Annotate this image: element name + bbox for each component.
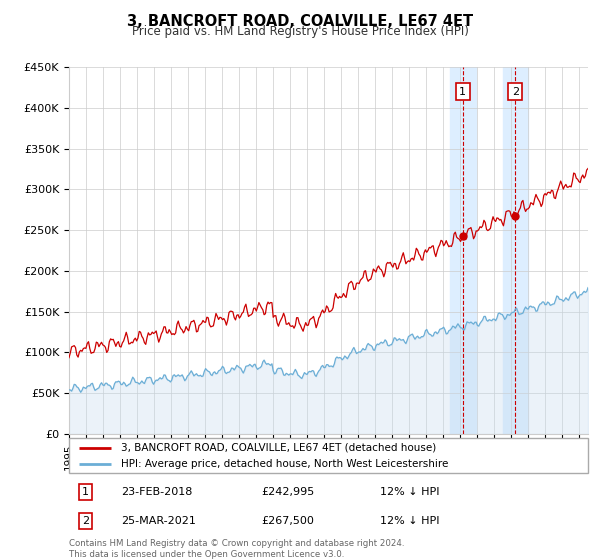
- Text: 1: 1: [82, 487, 89, 497]
- Text: 12% ↓ HPI: 12% ↓ HPI: [380, 516, 440, 526]
- Text: 3, BANCROFT ROAD, COALVILLE, LE67 4ET (detached house): 3, BANCROFT ROAD, COALVILLE, LE67 4ET (d…: [121, 443, 436, 453]
- Bar: [450, 67, 476, 434]
- FancyBboxPatch shape: [69, 438, 588, 473]
- Text: Price paid vs. HM Land Registry's House Price Index (HPI): Price paid vs. HM Land Registry's House …: [131, 25, 469, 38]
- Text: £267,500: £267,500: [261, 516, 314, 526]
- Text: £242,995: £242,995: [261, 487, 314, 497]
- Text: Contains HM Land Registry data © Crown copyright and database right 2024.
This d: Contains HM Land Registry data © Crown c…: [69, 539, 404, 559]
- Text: HPI: Average price, detached house, North West Leicestershire: HPI: Average price, detached house, Nort…: [121, 459, 448, 469]
- Text: 25-MAR-2021: 25-MAR-2021: [121, 516, 196, 526]
- Text: 2: 2: [82, 516, 89, 526]
- Text: 1: 1: [459, 87, 466, 97]
- Text: 12% ↓ HPI: 12% ↓ HPI: [380, 487, 440, 497]
- Bar: [503, 67, 528, 434]
- Text: 2: 2: [512, 87, 519, 97]
- Text: 23-FEB-2018: 23-FEB-2018: [121, 487, 192, 497]
- Text: 3, BANCROFT ROAD, COALVILLE, LE67 4ET: 3, BANCROFT ROAD, COALVILLE, LE67 4ET: [127, 14, 473, 29]
